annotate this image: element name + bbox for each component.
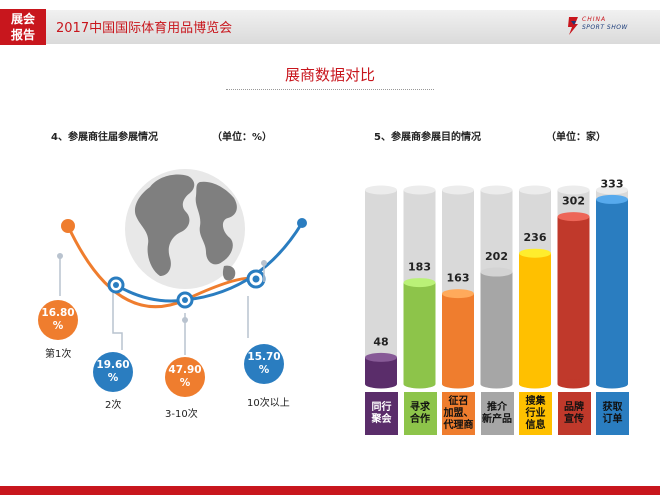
left-section-unit: （单位：%） bbox=[212, 132, 273, 143]
bar-value-label-0: 48 bbox=[373, 335, 388, 348]
logo-mark-icon bbox=[568, 17, 578, 35]
purpose-category-1: 寻求 合作 bbox=[403, 392, 437, 435]
bar-top-6 bbox=[596, 194, 628, 204]
bar-top-3 bbox=[480, 267, 513, 277]
purpose-category-6: 获取 订单 bbox=[596, 392, 629, 435]
bar-value-label-6: 333 bbox=[601, 177, 624, 190]
badge-line-1: 展会 bbox=[10, 12, 35, 26]
category-first: 第1次 bbox=[45, 349, 72, 360]
bar-track-top-2 bbox=[442, 185, 474, 195]
purpose-category-5: 品牌 宣传 bbox=[557, 392, 591, 435]
logo-text-china: CHINA bbox=[582, 16, 607, 23]
purpose-category-3: 推介 新产品 bbox=[480, 392, 514, 435]
page-title: 展商数据对比 bbox=[284, 66, 375, 84]
bar-value-label-1: 183 bbox=[408, 261, 431, 274]
pct-label-10plus: 15.70% bbox=[244, 344, 284, 384]
category-3-10: 3-10次 bbox=[165, 409, 198, 420]
blue-arc bbox=[115, 222, 304, 303]
bar-bottom-4 bbox=[519, 379, 551, 389]
pct-label-3-10: 47.90% bbox=[165, 357, 205, 397]
bar-top-0 bbox=[365, 352, 397, 362]
bar-track-top-6 bbox=[596, 185, 628, 195]
purpose-category-4: 搜集 行业 信息 bbox=[519, 392, 552, 435]
bar-4 bbox=[519, 253, 551, 384]
bar-bottom-6 bbox=[596, 379, 628, 389]
purpose-category-0: 同行 聚会 bbox=[365, 392, 398, 435]
bar-top-5 bbox=[557, 212, 590, 222]
category-10plus: 10次以上 bbox=[247, 398, 290, 409]
left-section-title: 4、参展商往届参展情况 bbox=[51, 132, 158, 143]
bar-value-label-2: 163 bbox=[447, 272, 470, 285]
right-section-title: 5、参展商参展目的情况 bbox=[374, 132, 481, 143]
badge-line-2: 报告 bbox=[10, 28, 35, 42]
bar-bottom-3 bbox=[480, 379, 513, 389]
category-twice: 2次 bbox=[105, 400, 122, 411]
bar-1 bbox=[403, 282, 436, 384]
orange-arc bbox=[66, 225, 257, 309]
bar-top-2 bbox=[442, 289, 474, 299]
bar-bottom-5 bbox=[557, 379, 590, 389]
bar-value-label-5: 302 bbox=[562, 195, 585, 208]
bar-3 bbox=[480, 272, 513, 384]
bar-track-top-4 bbox=[519, 185, 551, 195]
header-title: 2017中国国际体育用品博览会 bbox=[56, 21, 233, 36]
bar-track-top-3 bbox=[480, 185, 513, 195]
title-divider bbox=[226, 89, 434, 90]
china-sport-show-logo: CHINA SPORT SHOW bbox=[566, 13, 638, 39]
report-badge: 展会 报告 bbox=[0, 9, 46, 45]
bar-track-0 bbox=[365, 190, 397, 384]
bar-value-label-3: 202 bbox=[485, 250, 508, 263]
bar-value-label-4: 236 bbox=[524, 231, 547, 244]
globe-icon bbox=[125, 169, 245, 289]
bar-track-top-1 bbox=[403, 185, 436, 195]
right-section-unit: （单位：家） bbox=[546, 132, 606, 143]
bar-top-4 bbox=[519, 248, 551, 258]
bar-track-top-0 bbox=[365, 185, 397, 195]
bar-6 bbox=[596, 199, 628, 384]
bar-2 bbox=[442, 293, 474, 384]
bar-bottom-2 bbox=[442, 379, 474, 389]
logo-text-sport-show: SPORT SHOW bbox=[582, 24, 628, 31]
bar-bottom-0 bbox=[365, 379, 397, 389]
header-bar bbox=[0, 10, 660, 44]
purpose-category-2: 征召 加盟、 代理商 bbox=[442, 392, 475, 435]
pct-label-first: 16.80% bbox=[38, 300, 78, 340]
bar-bottom-1 bbox=[403, 379, 436, 389]
bar-track-top-5 bbox=[557, 185, 590, 195]
pct-label-twice: 19.60% bbox=[93, 352, 133, 392]
bar-5 bbox=[557, 216, 590, 384]
footer-bar bbox=[0, 486, 660, 495]
bar-top-1 bbox=[403, 278, 436, 288]
